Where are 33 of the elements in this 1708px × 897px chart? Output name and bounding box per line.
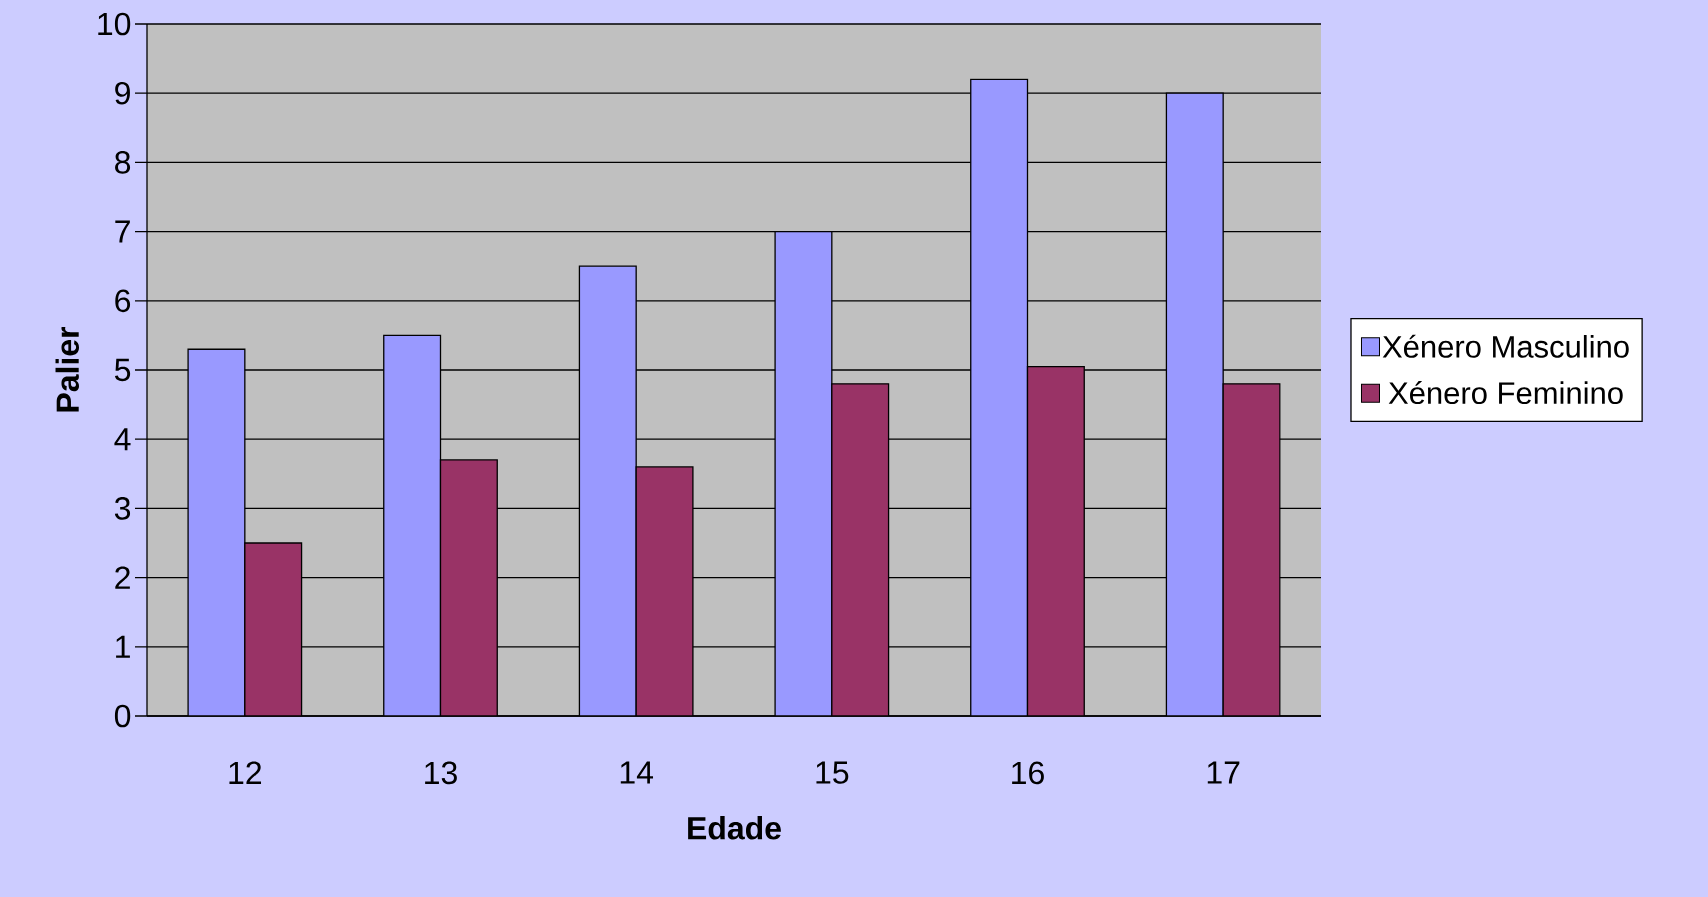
bar — [774, 230, 833, 716]
bar — [831, 383, 890, 716]
x-tick-label: 16 — [1012, 761, 1044, 785]
bar — [439, 459, 498, 716]
bar — [383, 334, 442, 716]
y-tick-label: 9 — [115, 81, 130, 105]
y-tick-label: 1 — [116, 635, 130, 658]
y-tick-label: 2 — [115, 566, 130, 589]
x-tick-label: 14 — [620, 761, 654, 784]
y-axis-title: Palier — [55, 326, 80, 412]
legend-label: Xénero Feminino — [1388, 380, 1623, 405]
x-tick-label: 15 — [816, 761, 849, 784]
x-tick-label: 17 — [1207, 761, 1240, 784]
bar — [1026, 365, 1085, 716]
y-tick-label: 10 — [98, 12, 131, 36]
y-tick-label: 7 — [115, 220, 130, 243]
y-tick-label: 8 — [115, 151, 131, 174]
bar — [970, 78, 1029, 716]
x-tick-label: 12 — [229, 761, 262, 784]
y-tick-label: 6 — [115, 289, 131, 313]
x-axis-title: Edade — [688, 816, 781, 840]
y-tick-label: 0 — [114, 704, 131, 728]
bar — [1222, 383, 1281, 716]
bar — [635, 466, 694, 716]
bar — [578, 265, 637, 716]
bar — [1165, 92, 1224, 716]
x-tick-label: 13 — [425, 761, 457, 785]
bar — [187, 348, 246, 716]
y-tick-label: 5 — [114, 358, 131, 382]
bar — [244, 542, 303, 716]
y-tick-label: 4 — [114, 428, 131, 451]
legend-label: Xénero Masculino — [1382, 334, 1629, 358]
y-tick-label: 3 — [114, 497, 131, 520]
